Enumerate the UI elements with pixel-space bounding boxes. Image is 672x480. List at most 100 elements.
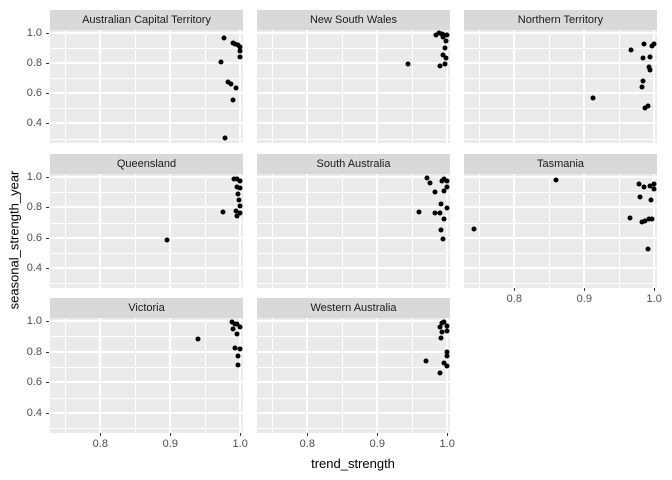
gridline [306,174,309,288]
gridline [135,30,137,143]
gridline [513,30,516,143]
gridline [583,174,586,288]
gridline [272,318,274,433]
gridline [50,236,243,239]
data-point [432,210,438,216]
facet-strip: New South Wales [257,10,450,30]
x-tick-mark [240,433,242,436]
data-point [627,215,633,220]
data-point [237,185,243,191]
gridline [464,92,657,95]
gridline [549,30,551,143]
gridline [257,62,450,65]
data-point [195,336,200,342]
facet-panel [464,174,657,288]
data-point [439,31,445,37]
data-point [440,236,446,242]
y-tick-mark [46,382,49,384]
data-point [233,85,239,91]
gridline [464,138,657,140]
gridline [464,236,657,239]
gridline [464,176,657,178]
y-tick-label: 0.8 [26,201,42,214]
data-point [645,246,651,251]
gridline [412,30,414,143]
gridline [169,30,172,143]
y-tick-mark [46,177,49,178]
facet-strip: South Australia [257,154,450,174]
data-point [439,329,445,335]
data-point [651,41,656,47]
facet-panel [50,174,243,288]
gridline [257,122,450,125]
data-point [424,175,430,181]
gridline [257,397,450,399]
data-point [237,54,243,60]
data-point [642,105,648,111]
y-tick-label: 1.0 [26,315,42,328]
data-point [442,45,448,51]
data-point [438,335,444,340]
gridline [50,62,243,65]
data-point [438,227,444,233]
data-point [235,191,241,196]
facet-strip: Queensland [50,154,243,174]
y-tick-label: 1.0 [26,27,42,39]
gridline [464,62,657,65]
gridline [50,336,243,338]
data-point [218,59,224,65]
gridline [257,412,450,415]
gridline [257,428,450,430]
x-tick-label: 1.0 [439,438,455,450]
gridline [50,192,243,194]
gridline [479,174,481,288]
gridline [50,122,243,125]
data-point [444,205,449,211]
gridline [65,30,67,143]
gridline [257,367,450,369]
y-tick-mark [46,321,49,323]
data-point [237,346,242,352]
gridline [50,92,243,95]
data-point [234,331,240,337]
gridline [464,283,657,285]
data-point [444,328,449,334]
gridline [257,138,450,140]
data-point [441,176,447,182]
x-tick-mark [654,288,656,291]
gridline [50,32,243,34]
gridline [50,367,243,369]
x-tick-mark [377,433,379,436]
data-point [237,178,243,184]
gridline [257,336,450,338]
data-point [405,61,411,67]
data-point [232,41,238,47]
gridline [50,397,243,399]
data-point [437,370,442,376]
y-tick-mark [46,268,49,270]
data-point [648,197,654,203]
x-tick-mark [307,433,309,436]
x-tick-label: 0.8 [92,438,108,450]
facet-strip-label: Australian Capital Territory [82,14,211,26]
y-tick-label: 0.4 [26,117,42,130]
data-point [222,135,228,141]
gridline [464,253,657,254]
y-axis-title: seasonal_strength_year [6,170,22,310]
gridline [50,350,243,353]
data-point [221,35,227,41]
gridline [99,174,102,288]
gridline [653,174,656,288]
data-point [437,324,442,330]
gridline [50,108,243,110]
gridline [583,30,586,143]
gridline [257,78,450,80]
gridline [549,174,551,288]
gridline [50,206,243,209]
x-tick-label: 1.0 [232,438,248,450]
data-point [438,201,444,207]
gridline [65,174,67,288]
gridline [257,253,450,254]
data-point [639,84,645,90]
data-point [234,321,240,327]
